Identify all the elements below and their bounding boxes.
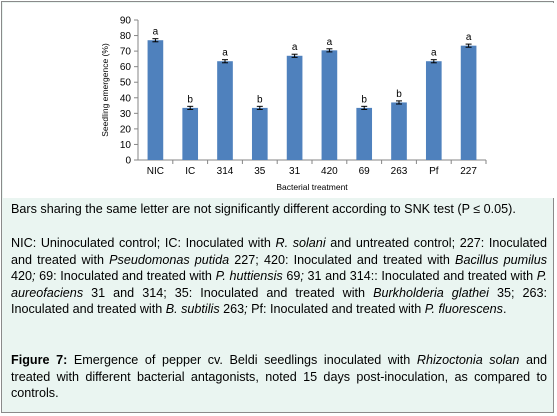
- bar: [217, 61, 233, 160]
- legend-segment: 227; 420: Inoculated and treated with: [229, 252, 456, 267]
- x-tick-label: 420: [321, 166, 338, 177]
- bar: [321, 50, 338, 161]
- y-tick-label: 80: [120, 31, 132, 42]
- legend-segment: Pf: Inoculated and treated with: [247, 302, 425, 317]
- significance-letter: a: [327, 37, 333, 48]
- x-tick-label: 314: [217, 166, 234, 177]
- caption-segment: and treated with different bacterial ant…: [11, 353, 547, 401]
- legend-segment: ;: [300, 269, 304, 284]
- legend-segment: Burkholderia glathei: [373, 285, 489, 300]
- significance-letter: a: [466, 32, 472, 43]
- legend-segment: Bacillus pumilus: [455, 252, 548, 267]
- significance-letter: b: [187, 94, 193, 105]
- bar: [251, 107, 268, 160]
- legend-segment: 263: [219, 302, 245, 317]
- y-tick-label: 50: [120, 78, 132, 89]
- legend-segment: NIC: Uninoculated control; IC: Inoculate…: [11, 236, 276, 250]
- significance-note: Bars sharing the same letter are not sig…: [11, 202, 516, 216]
- y-axis-title: Seedling emergence (%): [100, 43, 110, 137]
- bar-chart: 0 10 20 30 40 50 60 70 80 90 a NIC b IC a 314 b 35 a 31 a 420…: [100, 16, 487, 192]
- figure-caption: Figure 7: Emergence of pepper cv. Beldi …: [11, 352, 547, 402]
- bar: [147, 40, 164, 160]
- caption-body: Emergence of pepper cv. Beldi seedlings …: [11, 353, 547, 400]
- legend-segment: 420: [11, 269, 33, 284]
- y-tick-label: 10: [120, 140, 132, 151]
- y-tick-label: 60: [120, 62, 132, 73]
- significance-letter: a: [222, 48, 228, 59]
- bar: [182, 107, 199, 160]
- x-tick-label: 69: [359, 166, 371, 177]
- y-tick-label: 40: [120, 93, 132, 104]
- x-tick-label: IC: [185, 166, 195, 177]
- treatment-legend: NIC: Uninoculated control; IC: Inoculate…: [11, 235, 547, 318]
- significance-letter: b: [257, 94, 263, 105]
- significance-letter: a: [431, 48, 437, 59]
- y-tick-label: 20: [120, 124, 132, 135]
- significance-letter: a: [292, 42, 298, 53]
- x-tick-label: 35: [254, 166, 266, 177]
- legend-segment: B. subtilis: [165, 302, 220, 317]
- legend-segment: 31 and 314:: Inoculated and treated with: [303, 269, 537, 284]
- bar: [425, 61, 442, 160]
- x-tick-label: 263: [391, 166, 408, 177]
- legend-segment: and untreated control; 227: Inoculated a…: [11, 236, 547, 267]
- legend-segment: ;: [32, 269, 36, 284]
- y-tick-label: 90: [120, 16, 132, 27]
- legend-segment: Pseudomonas putida: [109, 252, 230, 267]
- x-axis-title: Bacterial treatment: [276, 182, 348, 192]
- chart-area: 0 10 20 30 40 50 60 70 80 90 a NIC b IC a 314 b 35 a 31 a 420…: [3, 3, 554, 198]
- significance-letter: b: [361, 94, 367, 105]
- legend-segment: ;: [244, 302, 248, 317]
- significance-letter: b: [396, 89, 402, 100]
- bar: [356, 107, 373, 160]
- bar: [391, 102, 407, 160]
- legend-segment: .: [502, 302, 507, 317]
- legend-segment: P. huttiensis: [215, 269, 283, 284]
- significance-letter: a: [153, 27, 159, 38]
- legend-segment: P. aureofaciens: [11, 269, 547, 300]
- y-tick-label: 30: [120, 109, 132, 120]
- legend-segment: 69: Inoculated and treated with: [35, 269, 216, 284]
- bar: [286, 55, 303, 160]
- x-tick-label: 31: [289, 166, 301, 177]
- x-tick-label: Pf: [429, 166, 439, 177]
- caption-segment: Emergence of pepper cv. Beldi seedlings …: [67, 353, 417, 367]
- figure-label: Figure 7:: [11, 353, 68, 367]
- legend-segment: R. solani: [275, 236, 326, 250]
- legend-segment: P. fluorescens: [424, 302, 503, 317]
- legend-segment: 31 and 314; 35: Inoculated and treated w…: [83, 285, 374, 300]
- x-tick-label: 227: [460, 166, 477, 177]
- caption-segment: Rhizoctonia solan: [416, 353, 520, 367]
- y-tick-label: 70: [120, 47, 132, 58]
- y-tick-label: 0: [125, 156, 131, 167]
- bar: [460, 45, 477, 160]
- legend-segment: 35; 263: Inoculated and treated with: [11, 285, 547, 317]
- x-tick-label: NIC: [147, 166, 164, 177]
- legend-segment: 69: [282, 269, 301, 284]
